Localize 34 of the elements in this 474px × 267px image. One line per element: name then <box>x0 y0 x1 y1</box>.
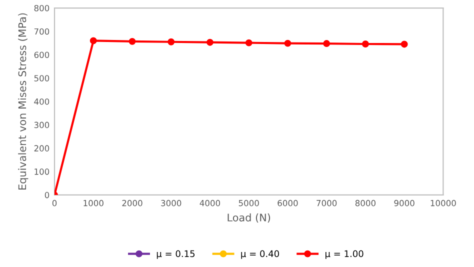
x-tick-label: 6000 <box>278 200 298 206</box>
legend-label: μ = 0.15 <box>156 250 195 259</box>
point <box>400 40 408 48</box>
x-tick-label: 3000 <box>161 200 182 206</box>
y-tick-label: 200 <box>34 145 50 152</box>
point <box>206 38 214 46</box>
x-tick-label: 1000 <box>84 200 104 206</box>
x-tick-label: 10000 <box>430 200 456 206</box>
point <box>90 37 97 44</box>
point <box>168 38 175 46</box>
point <box>245 39 252 46</box>
y-tick-label: 0 <box>44 192 50 198</box>
legend-label: μ = 1.00 <box>326 250 364 259</box>
y-tick-label: 700 <box>34 28 50 35</box>
y-tick-label: 600 <box>34 52 50 58</box>
x-tick-label: 4000 <box>200 200 220 206</box>
x-tick-label: 8000 <box>355 200 376 206</box>
point <box>362 40 369 48</box>
legend-label: μ = 0.40 <box>241 250 279 259</box>
y-tick-label: 800 <box>34 4 50 12</box>
x-tick-label: 5000 <box>238 200 259 206</box>
point <box>128 38 136 45</box>
x-tick-label: 7000 <box>316 200 337 206</box>
point <box>284 40 292 47</box>
x-axis-title: Load (N) <box>228 213 270 223</box>
y-tick-label: 500 <box>34 75 50 82</box>
x-tick-label: 9000 <box>394 200 414 206</box>
y-tick-label: 300 <box>34 122 50 128</box>
x-tick-label: 0 <box>52 200 57 206</box>
y-tick-label: 400 <box>34 98 50 105</box>
x-tick-label: 2000 <box>122 200 142 206</box>
y-tick-label: 100 <box>34 168 50 175</box>
y-axis-title: Equivalent von Mises Stress (MPa) <box>18 13 28 190</box>
point <box>323 40 330 47</box>
